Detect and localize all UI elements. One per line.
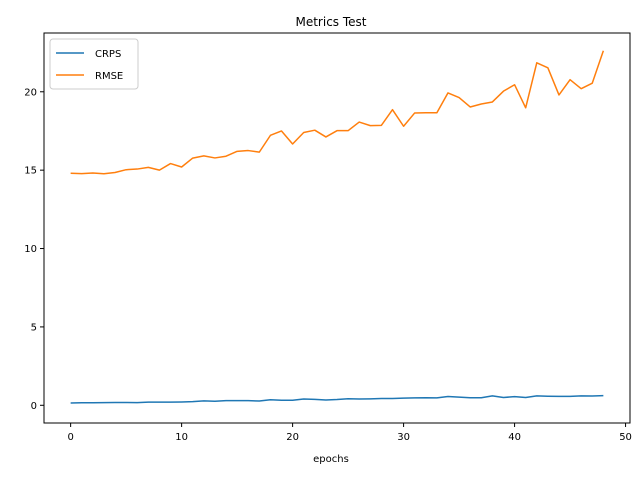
y-tick-label: 15: [24, 166, 37, 177]
y-tick-label: 20: [24, 87, 37, 98]
y-axis: 0 5 10 15 20: [24, 87, 44, 412]
x-tick-label: 50: [619, 432, 632, 443]
x-tick-label: 20: [286, 432, 299, 443]
series-line-crps: [70, 394, 604, 404]
x-axis-label: epochs: [313, 454, 349, 465]
legend-box: [49, 38, 139, 90]
legend-crps-label: CRPS: [95, 49, 121, 60]
plot-layer: [70, 50, 605, 404]
x-tick-label: 30: [397, 432, 410, 443]
legend: CRPS RMSE: [49, 38, 139, 90]
x-axis: 0 10 20 30 40 50: [67, 423, 632, 443]
chart-title: Metrics Test: [295, 15, 366, 29]
series-line-rmse: [70, 50, 605, 175]
y-tick-label: 10: [24, 244, 37, 255]
y-tick-label: 0: [31, 401, 37, 412]
x-tick-label: 10: [175, 432, 188, 443]
y-tick-label: 5: [31, 322, 37, 333]
x-tick-label: 40: [508, 432, 521, 443]
x-tick-label: 0: [67, 432, 73, 443]
plot-frame: [43, 32, 631, 424]
legend-rmse-label: RMSE: [95, 71, 123, 82]
